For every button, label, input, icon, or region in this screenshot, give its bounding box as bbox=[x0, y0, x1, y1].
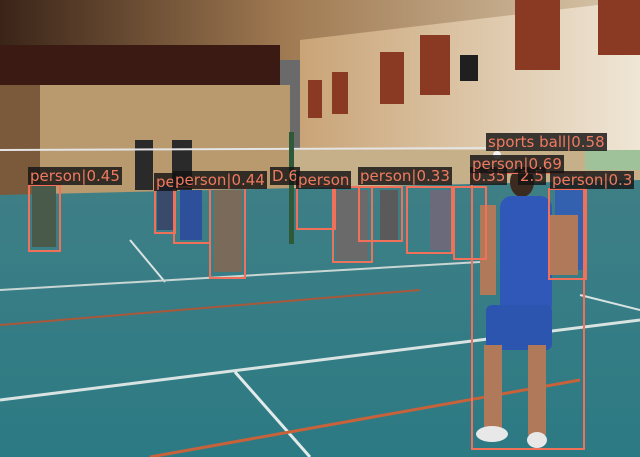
detection-label: person|0.44 bbox=[173, 171, 267, 189]
wall-panel bbox=[308, 80, 322, 118]
wall-panel bbox=[420, 35, 450, 95]
wall-panel bbox=[598, 0, 640, 55]
wall-panel bbox=[332, 72, 348, 114]
detection-label: person bbox=[296, 171, 351, 189]
detection-box bbox=[296, 184, 336, 230]
detection-label: person|0.33 bbox=[358, 167, 452, 185]
detection-box bbox=[406, 186, 453, 254]
wall-panel bbox=[515, 0, 560, 70]
detection-box bbox=[548, 188, 587, 280]
stage-door bbox=[135, 140, 153, 190]
detection-box bbox=[28, 184, 61, 252]
detection-box bbox=[358, 186, 403, 242]
net-post bbox=[289, 132, 294, 244]
detection-label: person|0.45 bbox=[28, 167, 122, 185]
detection-label: person|0.3 bbox=[550, 171, 634, 189]
window-strip bbox=[585, 150, 640, 170]
wall-panel bbox=[380, 52, 404, 104]
detection-label: sports ball|0.58 bbox=[486, 133, 607, 151]
detection-box bbox=[173, 186, 211, 244]
stage-curtain bbox=[0, 45, 280, 85]
speaker bbox=[460, 55, 478, 81]
detection-box bbox=[209, 186, 246, 279]
